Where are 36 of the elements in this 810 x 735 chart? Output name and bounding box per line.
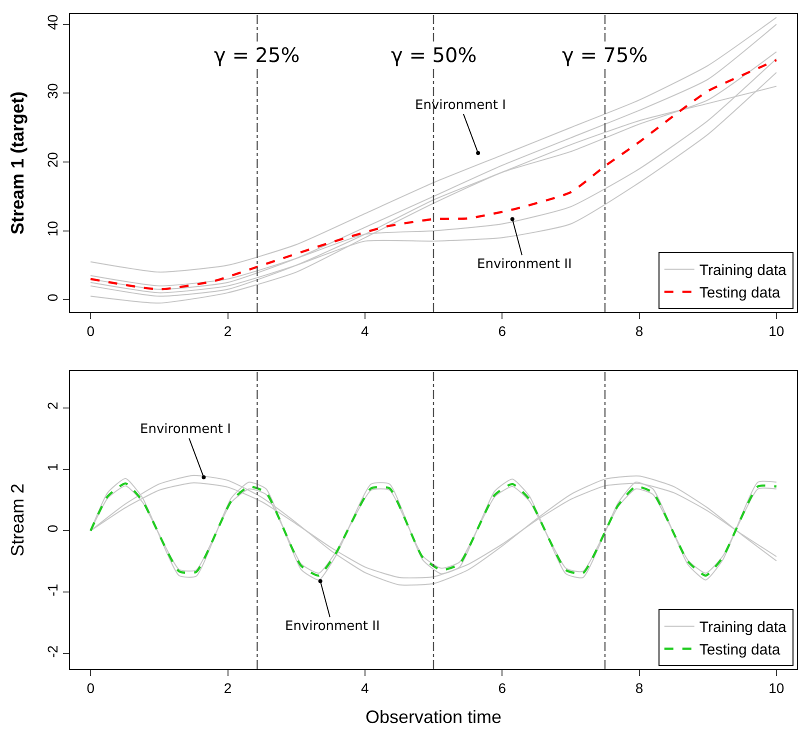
x-tick-label: 6 [498,680,506,696]
x-tick-label: 6 [498,322,506,339]
y-tick-label: -2 [44,645,60,658]
legend-label: Training data [699,262,788,280]
x-tick-label: 10 [768,322,784,339]
y-tick-label: 2 [44,402,60,410]
x-tick-label: 8 [635,322,644,339]
x-tick-label: 2 [224,322,232,339]
legend-label: Testing data [699,284,781,302]
annotation: Environment II [477,257,572,272]
y-tick-label: 0 [44,524,60,533]
y-tick-label: 20 [44,152,60,168]
y-tick-label: 10 [44,220,60,236]
x-tick-label: 0 [86,680,95,696]
y-tick-label: 1 [44,463,60,472]
annotation: Environment II [285,619,380,634]
y-tick-label: 30 [44,83,60,99]
y-axis-title: Stream 1 (target) [8,91,28,235]
y-tick-label: 40 [44,14,60,30]
x-tick-label: 8 [635,680,644,696]
annotation: Environment I [140,422,231,437]
annotation: Environment I [415,98,506,113]
annotation: γ = 25% [214,43,300,67]
annotation: γ = 75% [562,43,648,67]
y-tick-label: 0 [44,293,60,302]
x-tick-label: 0 [86,322,95,339]
legend-label: Testing data [699,642,781,659]
legend-label: Training data [699,619,788,636]
x-tick-label: 10 [768,680,784,696]
x-tick-label: 4 [361,680,370,696]
y-axis-title: Stream 2 [8,483,28,557]
y-tick-label: -1 [44,584,60,596]
x-tick-label: 4 [361,322,370,339]
x-tick-label: 2 [224,680,232,696]
x-axis-title: Observation time [365,706,502,727]
annotation: γ = 50% [391,43,477,67]
